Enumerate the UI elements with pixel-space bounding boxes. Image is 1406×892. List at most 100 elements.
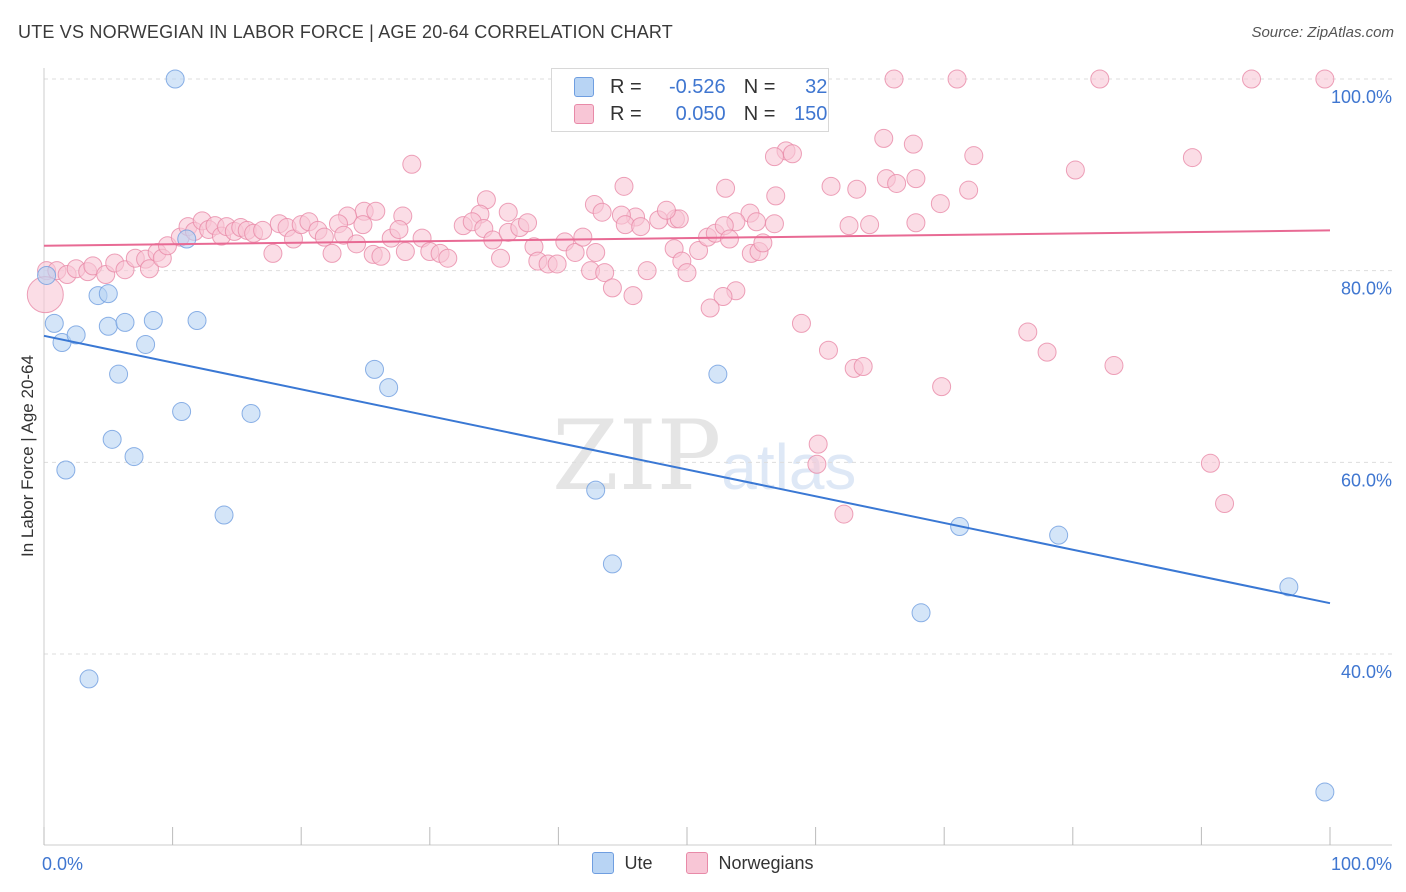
norwegians-point [631, 217, 651, 237]
norwegians-r-label: R = [610, 102, 642, 125]
norwegians-point [887, 173, 907, 193]
ute-point [44, 313, 64, 333]
norwegians-point [402, 154, 422, 174]
ute-point [177, 229, 197, 249]
norwegians-point [1037, 342, 1057, 362]
norwegians-point [807, 454, 827, 474]
ute-trend-line [43, 334, 1331, 605]
ute-point [115, 312, 135, 332]
norwegians-point [656, 200, 676, 220]
norwegians-point [947, 69, 967, 89]
norwegians-point [1018, 322, 1038, 342]
legend: Ute Norwegians [0, 852, 1406, 874]
norwegians-point [689, 241, 709, 261]
legend-item-ute[interactable]: Ute [592, 852, 652, 874]
ute-point [79, 669, 99, 689]
watermark: ZIPatlas [552, 400, 856, 512]
norwegians-point [818, 340, 838, 360]
norwegians-point [253, 220, 273, 240]
ute-swatch [574, 77, 594, 97]
ute-n-value: 32 [805, 75, 828, 98]
norwegians-point [139, 259, 159, 279]
norwegians-swatch [574, 104, 594, 124]
norwegians-point [766, 186, 786, 206]
chart-title: UTE VS NORWEGIAN IN LABOR FORCE | AGE 20… [18, 22, 674, 42]
norwegians-point [713, 287, 733, 307]
norwegians-point [903, 134, 923, 154]
y-tick-label-100: 100.0% [1331, 87, 1392, 107]
ute-r-value: -0.526 [668, 75, 726, 98]
ute-point [136, 334, 156, 354]
norwegians-point [834, 504, 854, 524]
norwegians-point [1315, 69, 1335, 89]
ute-point [165, 69, 185, 89]
norwegians-point [719, 229, 739, 249]
norwegians-point [366, 201, 386, 221]
ute-point [365, 359, 385, 379]
ute-point [214, 505, 234, 525]
norwegians-point [764, 214, 784, 234]
ute-point [911, 603, 931, 623]
norwegians-n-label: N = [743, 102, 776, 125]
norwegians-point [1200, 453, 1220, 473]
ute-point [172, 402, 192, 422]
legend-item-norwegians[interactable]: Norwegians [686, 852, 814, 874]
norwegians-point [959, 180, 979, 200]
norwegians-point [614, 176, 634, 196]
norwegians-point [592, 202, 612, 222]
norwegians-point [932, 377, 952, 397]
y-tick-label-80: 80.0% [1341, 279, 1392, 299]
ute-point [586, 480, 606, 500]
legend-norwegians-label: Norwegians [718, 852, 814, 873]
ute-point [241, 403, 261, 423]
norwegians-point [808, 434, 828, 454]
stats-row-norwegians: R = 0.050 N = 150 [574, 100, 827, 128]
norwegians-point [1242, 69, 1262, 89]
norwegians-point [964, 146, 984, 166]
y-tick-label-40: 40.0% [1341, 662, 1392, 682]
norwegians-point [491, 248, 511, 268]
norwegians-point [884, 69, 904, 89]
norwegians-point [346, 234, 366, 254]
ute-point [98, 284, 118, 304]
norwegians-point [565, 242, 585, 262]
norwegians-point [839, 216, 859, 236]
norwegians-point [853, 357, 873, 376]
ute-point [708, 364, 728, 384]
ute-point [602, 554, 622, 574]
norwegians-point [637, 261, 657, 281]
norwegians-n-value: 150 [794, 102, 828, 125]
x-tick-label-100: 100.0% [1331, 854, 1392, 874]
norwegians-point [623, 286, 643, 306]
norwegians-point [753, 233, 773, 253]
ute-point [1315, 782, 1335, 802]
norwegians-point [764, 147, 784, 167]
norwegians-point [547, 254, 567, 274]
ute-point [124, 447, 144, 467]
legend-norwegians-swatch [686, 852, 709, 874]
norwegians-point [906, 169, 926, 189]
stats-box: R = -0.526 N = 32 R = 0.050 N = 150 [551, 68, 829, 132]
ute-r-label: R = [610, 75, 642, 98]
ute-point [102, 429, 122, 449]
ute-point [1049, 525, 1069, 545]
ute-point [1279, 577, 1299, 597]
norwegians-point [782, 144, 802, 164]
norwegians-point [716, 178, 736, 198]
norwegians-point [353, 215, 373, 235]
ute-point [37, 265, 57, 285]
norwegians-point [1065, 160, 1085, 180]
ute-point [98, 316, 118, 336]
norwegians-point [677, 263, 697, 283]
norwegians-point [930, 194, 950, 214]
norwegians-point [389, 219, 409, 239]
y-tick-label-60: 60.0% [1341, 470, 1392, 490]
legend-ute-label: Ute [624, 852, 653, 873]
ute-point [56, 460, 76, 480]
norwegians-point [573, 227, 593, 247]
norwegians-point [1215, 494, 1235, 514]
norwegians-point [791, 313, 811, 333]
ute-point [66, 325, 86, 345]
x-tick-label-0: 0.0% [42, 854, 83, 874]
